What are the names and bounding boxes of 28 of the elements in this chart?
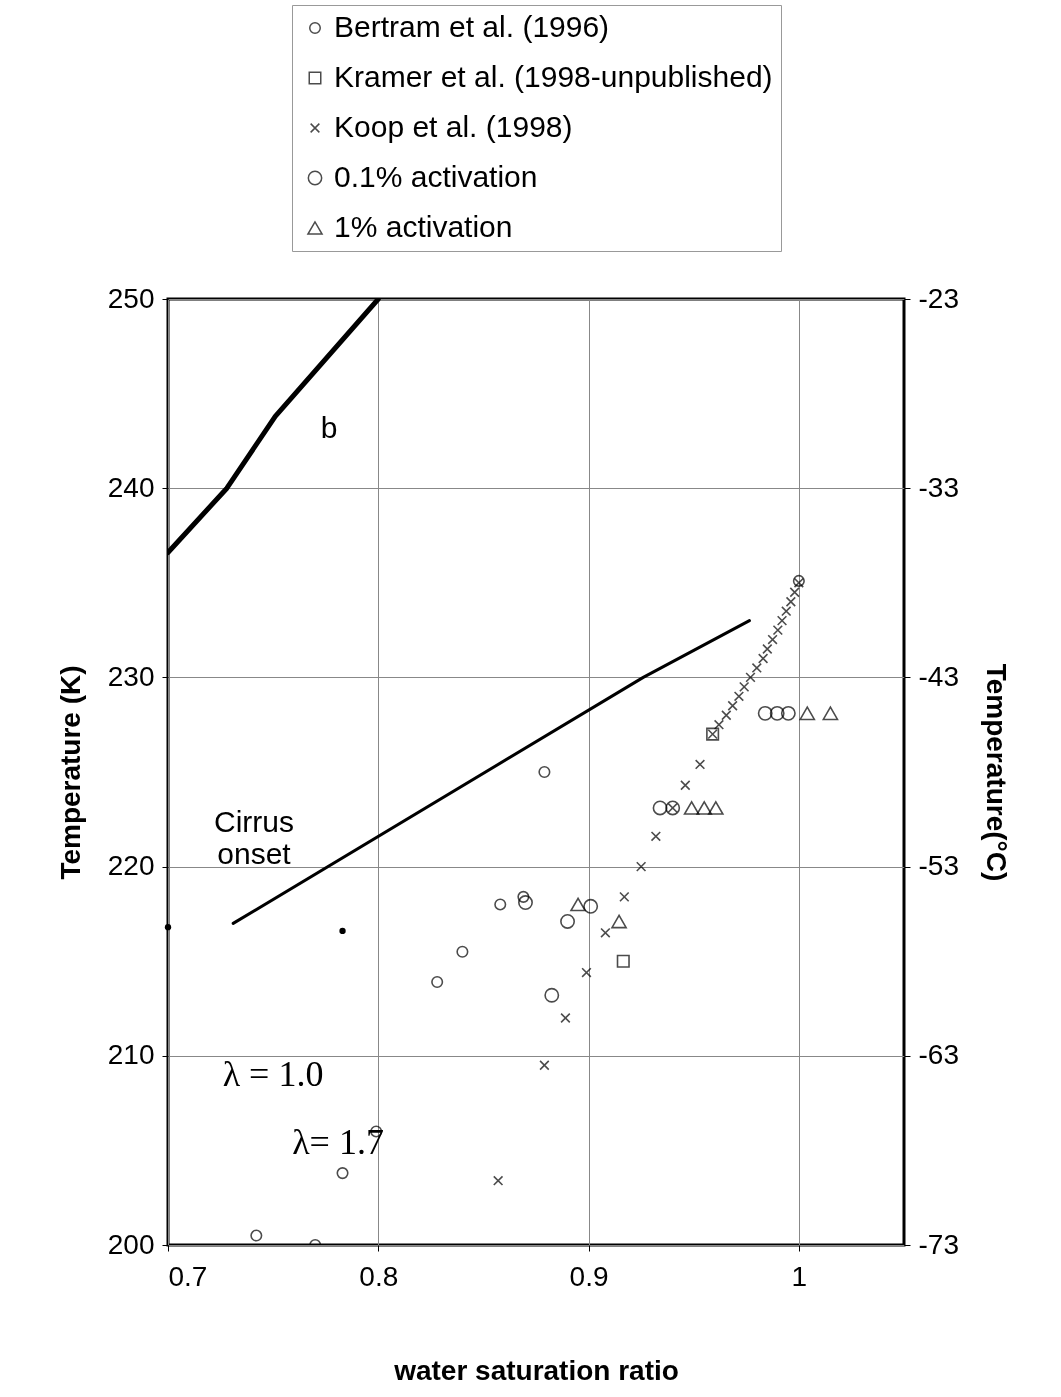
- y2-tick-label: -73: [918, 1228, 959, 1260]
- annotation: λ= 1.7: [292, 1122, 384, 1162]
- legend-label: Kramer et al. (1998-unpublished): [334, 60, 773, 93]
- x-tick-label: 1: [791, 1260, 808, 1292]
- annotation: Cirrus onset: [214, 805, 294, 870]
- y-axis-title: Temperature (K): [54, 665, 86, 880]
- x-tick-label: 0.9: [569, 1260, 609, 1292]
- y-tick-label: 250: [107, 282, 155, 314]
- legend-label: Bertram et al. (1996): [334, 10, 610, 43]
- annotation: b: [320, 411, 338, 444]
- y-tick-label: 220: [107, 850, 155, 882]
- annotation: λ = 1.0: [222, 1054, 324, 1094]
- y-tick-label: 230: [107, 660, 155, 692]
- x-tick-label: 0.8: [359, 1260, 399, 1292]
- legend-label: 1% activation: [334, 210, 513, 243]
- y2-tick-label: -53: [918, 850, 959, 882]
- y-tick-label: 210: [107, 1039, 155, 1071]
- y2-tick-label: -23: [918, 282, 959, 314]
- y2-tick-label: -63: [918, 1039, 959, 1071]
- x-axis-title: water saturation ratio: [393, 1354, 679, 1386]
- y2-axis-title: Temperature(°C): [980, 663, 1012, 882]
- legend-label: Koop et al. (1998): [334, 110, 573, 143]
- y2-tick-label: -33: [918, 471, 959, 503]
- legend-label: 0.1% activation: [334, 160, 538, 193]
- y-tick-label: 240: [107, 471, 155, 503]
- x-tick-label: 0.7: [168, 1260, 208, 1292]
- y-tick-label: 200: [107, 1228, 155, 1260]
- y2-tick-label: -43: [918, 660, 959, 692]
